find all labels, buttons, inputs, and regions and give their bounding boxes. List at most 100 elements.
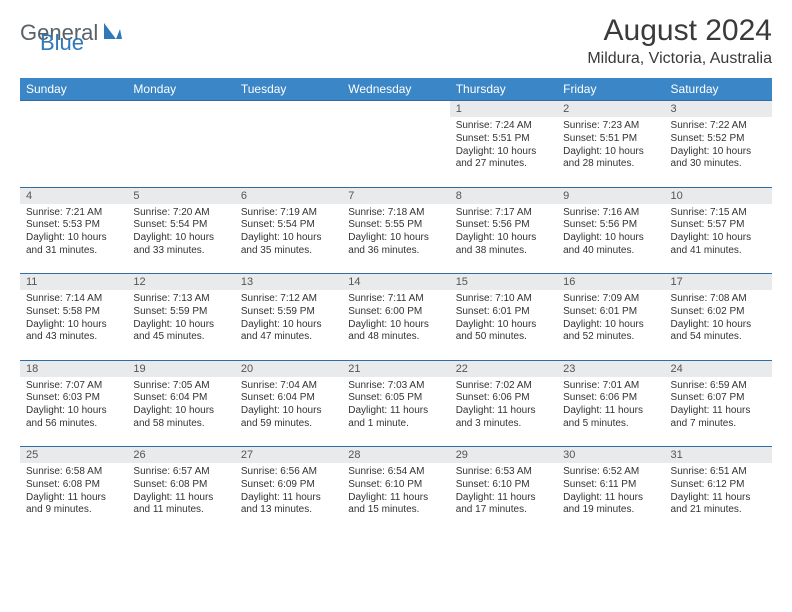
sunset-line: Sunset: 6:06 PM <box>456 392 551 405</box>
day-number-cell: 20 <box>235 360 342 377</box>
sunset-line: Sunset: 5:54 PM <box>133 219 228 232</box>
sunset-line: Sunset: 5:56 PM <box>456 219 551 232</box>
sunset-line: Sunset: 5:59 PM <box>241 306 336 319</box>
sunset-line: Sunset: 6:03 PM <box>26 392 121 405</box>
day-number-cell: 29 <box>450 447 557 464</box>
sunset-line: Sunset: 6:05 PM <box>348 392 443 405</box>
day-body-cell <box>127 117 234 187</box>
day-body-row: Sunrise: 7:24 AMSunset: 5:51 PMDaylight:… <box>20 117 772 187</box>
daylight-line: Daylight: 11 hours and 15 minutes. <box>348 492 443 518</box>
daylight-line: Daylight: 10 hours and 52 minutes. <box>563 319 658 345</box>
sunrise-line: Sunrise: 7:20 AM <box>133 207 228 220</box>
daylight-line: Daylight: 10 hours and 31 minutes. <box>26 232 121 258</box>
day-number-cell: 21 <box>342 360 449 377</box>
calendar-table: SundayMondayTuesdayWednesdayThursdayFrid… <box>20 78 772 533</box>
daylight-line: Daylight: 10 hours and 59 minutes. <box>241 405 336 431</box>
day-body-cell: Sunrise: 6:52 AMSunset: 6:11 PMDaylight:… <box>557 463 664 533</box>
sunrise-line: Sunrise: 6:56 AM <box>241 466 336 479</box>
calendar-body: 123Sunrise: 7:24 AMSunset: 5:51 PMDaylig… <box>20 101 772 534</box>
daylight-line: Daylight: 11 hours and 19 minutes. <box>563 492 658 518</box>
day-body-cell: Sunrise: 7:13 AMSunset: 5:59 PMDaylight:… <box>127 290 234 360</box>
daylight-line: Daylight: 11 hours and 17 minutes. <box>456 492 551 518</box>
sunset-line: Sunset: 6:10 PM <box>456 479 551 492</box>
day-body-row: Sunrise: 6:58 AMSunset: 6:08 PMDaylight:… <box>20 463 772 533</box>
sunrise-line: Sunrise: 7:14 AM <box>26 293 121 306</box>
sunrise-line: Sunrise: 7:16 AM <box>563 207 658 220</box>
sunset-line: Sunset: 5:51 PM <box>456 133 551 146</box>
sunset-line: Sunset: 5:59 PM <box>133 306 228 319</box>
sunrise-line: Sunrise: 7:24 AM <box>456 120 551 133</box>
sunrise-line: Sunrise: 7:11 AM <box>348 293 443 306</box>
day-number-cell: 17 <box>665 274 772 291</box>
sunrise-line: Sunrise: 7:07 AM <box>26 380 121 393</box>
sunrise-line: Sunrise: 7:17 AM <box>456 207 551 220</box>
daylight-line: Daylight: 10 hours and 54 minutes. <box>671 319 766 345</box>
weekday-header: Sunday <box>20 78 127 101</box>
day-body-cell: Sunrise: 7:11 AMSunset: 6:00 PMDaylight:… <box>342 290 449 360</box>
sunset-line: Sunset: 5:51 PM <box>563 133 658 146</box>
sunset-line: Sunset: 5:52 PM <box>671 133 766 146</box>
day-number-cell: 10 <box>665 187 772 204</box>
day-number-cell: 8 <box>450 187 557 204</box>
sunset-line: Sunset: 5:56 PM <box>563 219 658 232</box>
day-body-cell: Sunrise: 7:09 AMSunset: 6:01 PMDaylight:… <box>557 290 664 360</box>
daylight-line: Daylight: 11 hours and 7 minutes. <box>671 405 766 431</box>
daylight-line: Daylight: 11 hours and 1 minute. <box>348 405 443 431</box>
daylight-line: Daylight: 10 hours and 50 minutes. <box>456 319 551 345</box>
weekday-header: Tuesday <box>235 78 342 101</box>
sunrise-line: Sunrise: 7:23 AM <box>563 120 658 133</box>
day-body-cell: Sunrise: 7:07 AMSunset: 6:03 PMDaylight:… <box>20 377 127 447</box>
day-body-cell: Sunrise: 7:24 AMSunset: 5:51 PMDaylight:… <box>450 117 557 187</box>
day-body-cell <box>235 117 342 187</box>
day-number-cell: 12 <box>127 274 234 291</box>
day-number-cell: 4 <box>20 187 127 204</box>
daylight-line: Daylight: 10 hours and 56 minutes. <box>26 405 121 431</box>
daylight-line: Daylight: 11 hours and 11 minutes. <box>133 492 228 518</box>
day-body-cell: Sunrise: 6:51 AMSunset: 6:12 PMDaylight:… <box>665 463 772 533</box>
sunset-line: Sunset: 6:08 PM <box>133 479 228 492</box>
daylight-line: Daylight: 11 hours and 13 minutes. <box>241 492 336 518</box>
header: General August 2024 Mildura, Victoria, A… <box>20 14 772 68</box>
sunrise-line: Sunrise: 7:08 AM <box>671 293 766 306</box>
sunset-line: Sunset: 6:08 PM <box>26 479 121 492</box>
sunrise-line: Sunrise: 6:52 AM <box>563 466 658 479</box>
weekday-header: Friday <box>557 78 664 101</box>
day-body-row: Sunrise: 7:07 AMSunset: 6:03 PMDaylight:… <box>20 377 772 447</box>
day-body-cell: Sunrise: 7:05 AMSunset: 6:04 PMDaylight:… <box>127 377 234 447</box>
sunrise-line: Sunrise: 6:57 AM <box>133 466 228 479</box>
sunset-line: Sunset: 6:07 PM <box>671 392 766 405</box>
sunrise-line: Sunrise: 6:53 AM <box>456 466 551 479</box>
day-number-row: 123 <box>20 101 772 118</box>
sunrise-line: Sunrise: 6:51 AM <box>671 466 766 479</box>
sunset-line: Sunset: 5:55 PM <box>348 219 443 232</box>
daylight-line: Daylight: 10 hours and 33 minutes. <box>133 232 228 258</box>
weekday-header: Thursday <box>450 78 557 101</box>
sunrise-line: Sunrise: 7:19 AM <box>241 207 336 220</box>
day-number-cell: 31 <box>665 447 772 464</box>
day-number-cell: 3 <box>665 101 772 118</box>
day-number-cell: 22 <box>450 360 557 377</box>
day-number-cell: 18 <box>20 360 127 377</box>
daylight-line: Daylight: 10 hours and 47 minutes. <box>241 319 336 345</box>
logo-text-blue: Blue <box>40 30 84 56</box>
sunset-line: Sunset: 6:06 PM <box>563 392 658 405</box>
daylight-line: Daylight: 10 hours and 41 minutes. <box>671 232 766 258</box>
sunrise-line: Sunrise: 7:04 AM <box>241 380 336 393</box>
sunset-line: Sunset: 5:58 PM <box>26 306 121 319</box>
day-number-cell: 6 <box>235 187 342 204</box>
day-number-cell <box>342 101 449 118</box>
sunset-line: Sunset: 6:04 PM <box>241 392 336 405</box>
weekday-header-row: SundayMondayTuesdayWednesdayThursdayFrid… <box>20 78 772 101</box>
day-body-cell: Sunrise: 6:56 AMSunset: 6:09 PMDaylight:… <box>235 463 342 533</box>
day-number-row: 25262728293031 <box>20 447 772 464</box>
daylight-line: Daylight: 10 hours and 30 minutes. <box>671 146 766 172</box>
sunrise-line: Sunrise: 7:03 AM <box>348 380 443 393</box>
daylight-line: Daylight: 10 hours and 36 minutes. <box>348 232 443 258</box>
sunset-line: Sunset: 5:57 PM <box>671 219 766 232</box>
sunset-line: Sunset: 6:04 PM <box>133 392 228 405</box>
day-body-cell: Sunrise: 6:54 AMSunset: 6:10 PMDaylight:… <box>342 463 449 533</box>
sunrise-line: Sunrise: 7:13 AM <box>133 293 228 306</box>
day-number-cell: 7 <box>342 187 449 204</box>
sunset-line: Sunset: 6:00 PM <box>348 306 443 319</box>
daylight-line: Daylight: 10 hours and 35 minutes. <box>241 232 336 258</box>
